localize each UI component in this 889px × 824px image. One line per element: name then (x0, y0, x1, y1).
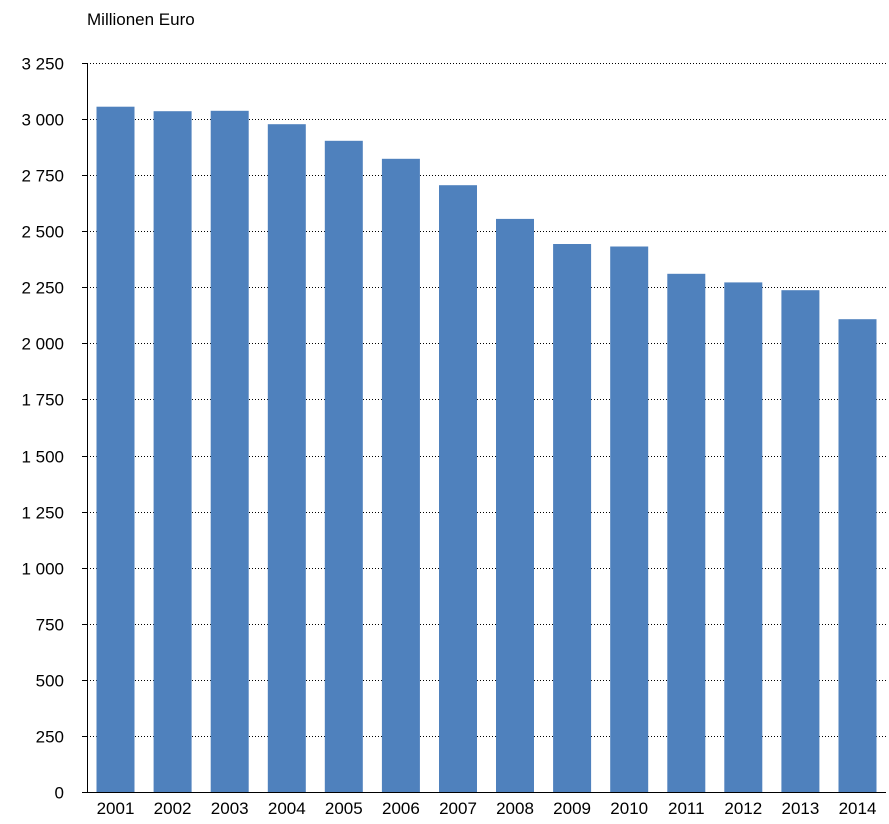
y-tick-label: 0 (55, 784, 64, 803)
y-tick-labels: 0 250 500 750 1 000 1 250 1 500 1 750 2 000 2 250… (21, 55, 64, 803)
x-tick-labels: 2001 2002 2003 2004 2005 2006 2007 2008 2009 2010… (97, 799, 877, 818)
y-tick-label: 2 500 (21, 223, 64, 242)
x-tick-label: 2007 (439, 799, 477, 818)
x-tick-label: 2012 (724, 799, 762, 818)
y-tick-label: 2 000 (21, 335, 64, 354)
bar-2011 (667, 273, 706, 792)
x-tick-label: 2002 (154, 799, 192, 818)
x-tick-label: 2005 (325, 799, 363, 818)
bar-2004 (267, 124, 306, 792)
bar-2003 (210, 110, 249, 793)
y-tick-label: 2 750 (21, 167, 64, 186)
bar-2002 (153, 111, 192, 792)
x-tick-label: 2006 (382, 799, 420, 818)
x-tick-label: 2004 (268, 799, 306, 818)
axes (82, 63, 886, 793)
bar-2013 (781, 290, 820, 792)
y-tick-label: 1 750 (21, 391, 64, 410)
x-tick-label: 2001 (97, 799, 135, 818)
y-tick-label: 3 250 (21, 55, 64, 74)
x-tick-label: 2011 (668, 799, 705, 818)
y-tick-label: 3 000 (21, 111, 64, 130)
x-tick-label: 2013 (781, 799, 819, 818)
y-tick-label: 250 (36, 728, 64, 747)
y-tick-label: 1 000 (21, 560, 64, 579)
bar-2012 (724, 282, 763, 792)
bar-2009 (553, 244, 592, 792)
y-tick-label: 2 250 (21, 279, 64, 298)
bar-2014 (838, 319, 877, 792)
bar-2005 (324, 140, 363, 793)
x-tick-label: 2014 (839, 799, 877, 818)
y-axis-title: Millionen Euro (87, 10, 195, 29)
x-tick-label: 2010 (610, 799, 648, 818)
bar-2010 (610, 246, 649, 792)
bar-2001 (96, 106, 135, 792)
bars (96, 106, 877, 793)
x-tick-label: 2003 (211, 799, 249, 818)
bar-2006 (381, 158, 420, 793)
y-tick-label: 1 500 (21, 448, 64, 467)
x-tick-label: 2009 (553, 799, 591, 818)
x-tick-label: 2008 (496, 799, 534, 818)
y-tick-label: 500 (36, 672, 64, 691)
bar-2008 (496, 218, 534, 792)
gridlines (87, 63, 886, 737)
bar-2007 (439, 185, 477, 792)
y-tick-label: 750 (36, 616, 64, 635)
y-tick-label: 1 250 (21, 504, 64, 523)
